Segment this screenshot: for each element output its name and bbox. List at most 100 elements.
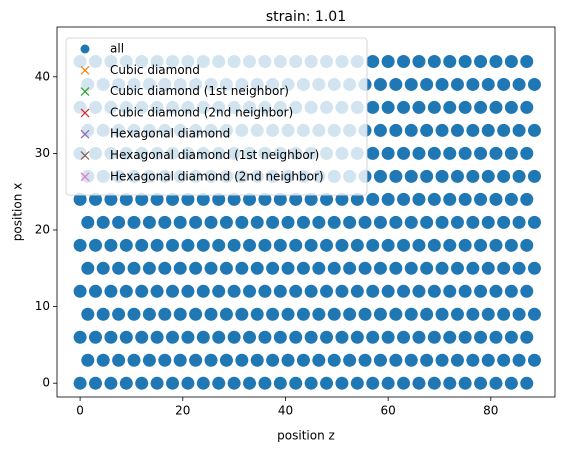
point: [273, 376, 287, 390]
point: [96, 307, 110, 321]
point: [420, 261, 434, 275]
point: [381, 54, 395, 68]
point: [312, 261, 326, 275]
point: [427, 284, 441, 298]
point: [296, 307, 310, 321]
point: [281, 261, 295, 275]
point: [243, 376, 257, 390]
point: [266, 261, 280, 275]
point: [512, 123, 526, 137]
point: [196, 284, 210, 298]
point: [504, 146, 518, 160]
point: [243, 330, 257, 344]
point: [466, 169, 480, 183]
point: [266, 215, 280, 229]
point: [212, 376, 226, 390]
point: [320, 192, 334, 206]
point: [427, 146, 441, 160]
point: [489, 376, 503, 390]
point: [166, 192, 180, 206]
point: [166, 376, 180, 390]
point: [119, 238, 133, 252]
point: [389, 169, 403, 183]
point: [412, 54, 426, 68]
legend-label: Cubic diamond (1st neighbor): [110, 84, 289, 98]
x-tick-label: 20: [175, 404, 190, 418]
point: [443, 376, 457, 390]
point: [435, 261, 449, 275]
point: [489, 54, 503, 68]
point: [358, 215, 372, 229]
point: [96, 215, 110, 229]
point: [135, 284, 149, 298]
point: [427, 376, 441, 390]
point: [404, 353, 418, 367]
point: [404, 169, 418, 183]
point: [173, 261, 187, 275]
point: [435, 123, 449, 137]
point: [489, 192, 503, 206]
point: [289, 238, 303, 252]
point: [373, 353, 387, 367]
point: [466, 353, 480, 367]
x-tick-label: 40: [278, 404, 293, 418]
point: [412, 238, 426, 252]
point: [273, 192, 287, 206]
point: [497, 215, 511, 229]
point: [504, 54, 518, 68]
point: [112, 261, 126, 275]
point: [73, 238, 87, 252]
point: [204, 307, 218, 321]
point: [273, 330, 287, 344]
point: [112, 353, 126, 367]
point: [181, 330, 195, 344]
y-tick-label: 10: [35, 299, 50, 313]
point: [350, 330, 364, 344]
point: [404, 123, 418, 137]
point: [450, 77, 464, 91]
point: [127, 261, 141, 275]
point: [520, 284, 534, 298]
point: [73, 284, 87, 298]
point: [350, 192, 364, 206]
point: [119, 330, 133, 344]
point: [381, 330, 395, 344]
point: [104, 284, 118, 298]
y-tick-label: 30: [35, 146, 50, 160]
point: [512, 215, 526, 229]
y-tick-label: 0: [42, 376, 50, 390]
point: [527, 215, 541, 229]
point: [335, 192, 349, 206]
point: [481, 123, 495, 137]
point: [381, 100, 395, 114]
point: [443, 238, 457, 252]
point: [189, 307, 203, 321]
point: [474, 238, 488, 252]
x-tick-label: 60: [381, 404, 396, 418]
point: [504, 238, 518, 252]
point: [227, 238, 241, 252]
point: [335, 376, 349, 390]
point: [474, 376, 488, 390]
point: [258, 284, 272, 298]
point: [450, 307, 464, 321]
point: [397, 100, 411, 114]
point: [474, 284, 488, 298]
point: [127, 307, 141, 321]
legend-label: Hexagonal diamond (2nd neighbor): [110, 169, 324, 183]
point: [404, 215, 418, 229]
point: [258, 376, 272, 390]
point: [158, 261, 172, 275]
point: [304, 192, 318, 206]
point: [235, 215, 249, 229]
point: [420, 215, 434, 229]
point: [404, 77, 418, 91]
point: [420, 307, 434, 321]
point: [389, 77, 403, 91]
point: [173, 307, 187, 321]
point: [481, 77, 495, 91]
point: [204, 261, 218, 275]
point: [89, 376, 103, 390]
legend-label: all: [110, 42, 124, 56]
point: [520, 192, 534, 206]
